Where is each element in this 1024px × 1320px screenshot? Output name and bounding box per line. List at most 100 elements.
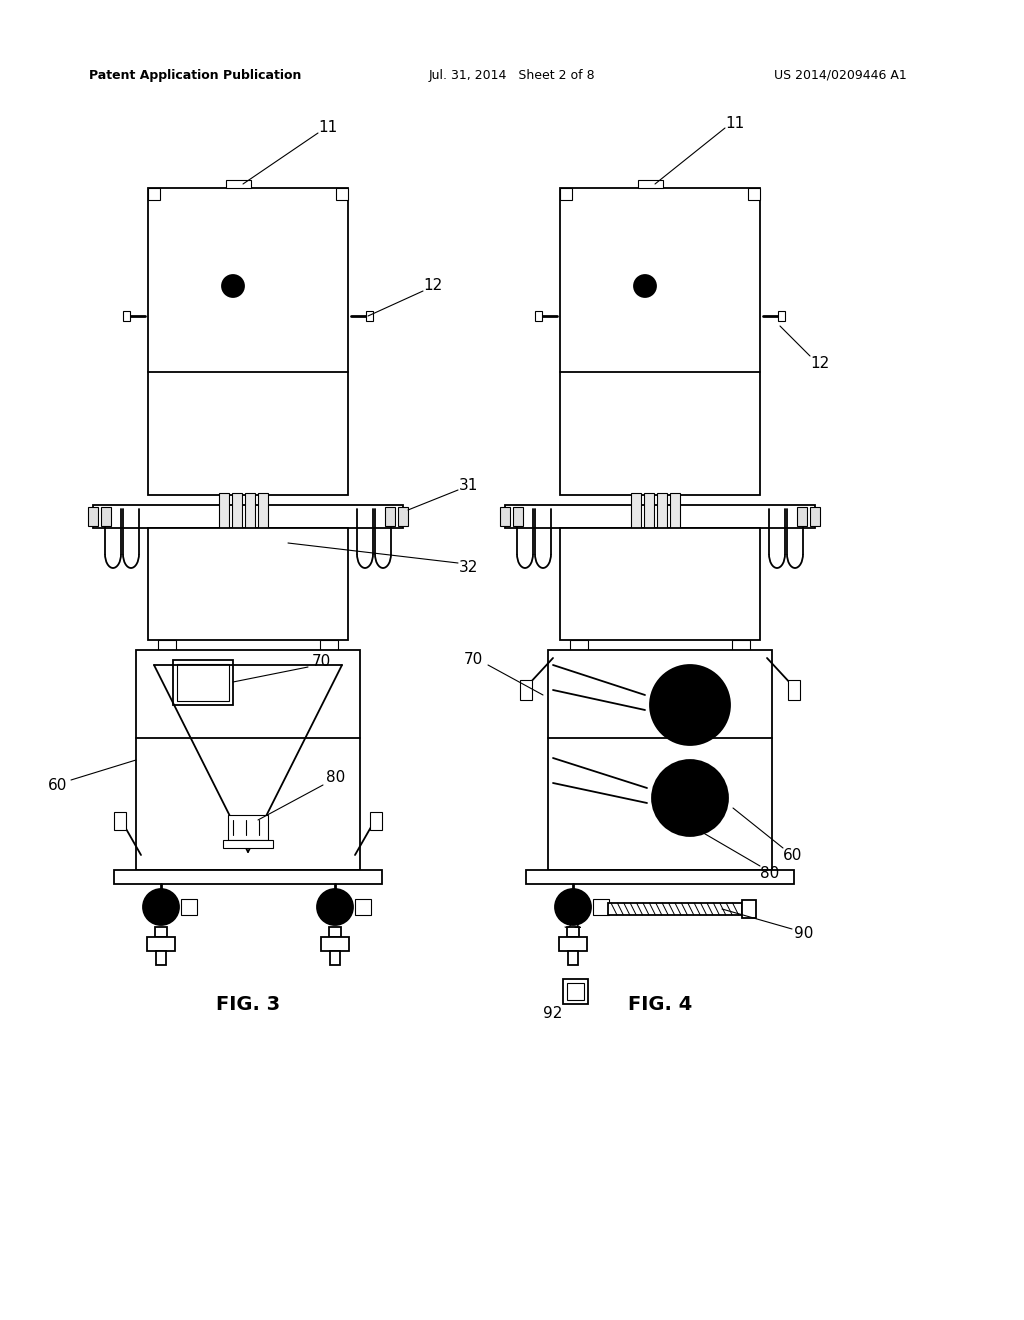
Bar xyxy=(370,812,382,830)
Text: 12: 12 xyxy=(810,356,829,371)
Bar xyxy=(570,640,588,649)
Bar xyxy=(560,187,760,495)
Bar xyxy=(355,899,371,915)
Bar xyxy=(366,312,373,321)
Text: 91: 91 xyxy=(563,916,583,932)
Bar xyxy=(631,492,641,540)
Bar xyxy=(644,492,654,540)
Circle shape xyxy=(672,770,679,776)
Circle shape xyxy=(655,701,663,709)
Circle shape xyxy=(712,809,719,816)
Bar xyxy=(101,507,111,525)
Bar xyxy=(321,937,349,950)
Bar xyxy=(560,528,760,640)
Bar xyxy=(638,180,663,187)
Circle shape xyxy=(317,888,353,925)
Text: FIG. 4: FIG. 4 xyxy=(628,995,692,1015)
Circle shape xyxy=(152,898,170,916)
Circle shape xyxy=(718,701,725,709)
Circle shape xyxy=(143,888,179,925)
Circle shape xyxy=(716,795,723,801)
Circle shape xyxy=(222,275,244,297)
Bar xyxy=(245,492,255,540)
Circle shape xyxy=(701,820,708,826)
Circle shape xyxy=(634,275,656,297)
Bar xyxy=(223,840,273,847)
Circle shape xyxy=(671,729,678,735)
Circle shape xyxy=(652,760,728,836)
Bar xyxy=(797,507,807,525)
Bar xyxy=(156,950,166,965)
Text: US 2014/0209446 A1: US 2014/0209446 A1 xyxy=(773,69,906,82)
Bar xyxy=(608,903,742,915)
Circle shape xyxy=(712,780,719,787)
Circle shape xyxy=(686,766,693,772)
Bar xyxy=(136,649,360,870)
Circle shape xyxy=(659,717,667,723)
Bar xyxy=(500,507,510,525)
Text: 92: 92 xyxy=(544,1006,562,1022)
Circle shape xyxy=(657,795,665,801)
Circle shape xyxy=(326,898,344,916)
Bar xyxy=(219,492,229,540)
Bar xyxy=(520,680,532,700)
Circle shape xyxy=(702,675,709,681)
Bar xyxy=(732,640,750,649)
Circle shape xyxy=(650,665,730,744)
Text: 80: 80 xyxy=(327,770,346,784)
Bar xyxy=(505,506,815,528)
Bar xyxy=(567,927,579,937)
Bar xyxy=(226,180,251,187)
Bar xyxy=(158,640,176,649)
Circle shape xyxy=(686,671,693,677)
Bar xyxy=(123,312,130,321)
Bar xyxy=(398,507,408,525)
Bar xyxy=(148,187,160,201)
Bar xyxy=(385,507,395,525)
Bar xyxy=(526,870,794,884)
Bar xyxy=(563,979,588,1005)
Text: 80: 80 xyxy=(761,866,779,882)
Bar xyxy=(748,187,760,201)
Circle shape xyxy=(659,686,667,693)
Bar xyxy=(148,187,348,495)
Circle shape xyxy=(702,729,709,735)
Bar xyxy=(330,950,340,965)
Bar xyxy=(559,937,587,950)
Bar xyxy=(560,187,572,201)
Bar xyxy=(742,900,756,917)
Bar xyxy=(593,899,609,915)
Text: 60: 60 xyxy=(783,849,803,863)
Text: 31: 31 xyxy=(459,478,477,492)
Bar xyxy=(548,649,772,870)
Bar xyxy=(114,870,382,884)
Text: FIG. 3: FIG. 3 xyxy=(216,995,280,1015)
Bar xyxy=(177,664,229,701)
Bar xyxy=(810,507,820,525)
Circle shape xyxy=(672,820,679,826)
Text: 11: 11 xyxy=(725,116,744,131)
Text: 12: 12 xyxy=(423,279,442,293)
Bar xyxy=(258,492,268,540)
Bar xyxy=(336,187,348,201)
Circle shape xyxy=(714,717,720,723)
Bar xyxy=(567,983,584,1001)
Circle shape xyxy=(555,888,591,925)
Bar xyxy=(329,927,341,937)
Bar xyxy=(513,507,523,525)
Text: Jul. 31, 2014   Sheet 2 of 8: Jul. 31, 2014 Sheet 2 of 8 xyxy=(429,69,595,82)
Circle shape xyxy=(662,780,669,787)
Text: Patent Application Publication: Patent Application Publication xyxy=(89,69,301,82)
Text: 32: 32 xyxy=(459,561,477,576)
Bar xyxy=(93,506,403,528)
Bar xyxy=(568,950,578,965)
Text: 11: 11 xyxy=(318,120,338,136)
Bar xyxy=(670,492,680,540)
Circle shape xyxy=(701,770,708,776)
Text: 70: 70 xyxy=(464,652,482,668)
Bar xyxy=(657,492,667,540)
Text: 60: 60 xyxy=(48,777,68,792)
Text: 70: 70 xyxy=(311,655,331,669)
Bar xyxy=(535,312,542,321)
Bar xyxy=(778,312,785,321)
